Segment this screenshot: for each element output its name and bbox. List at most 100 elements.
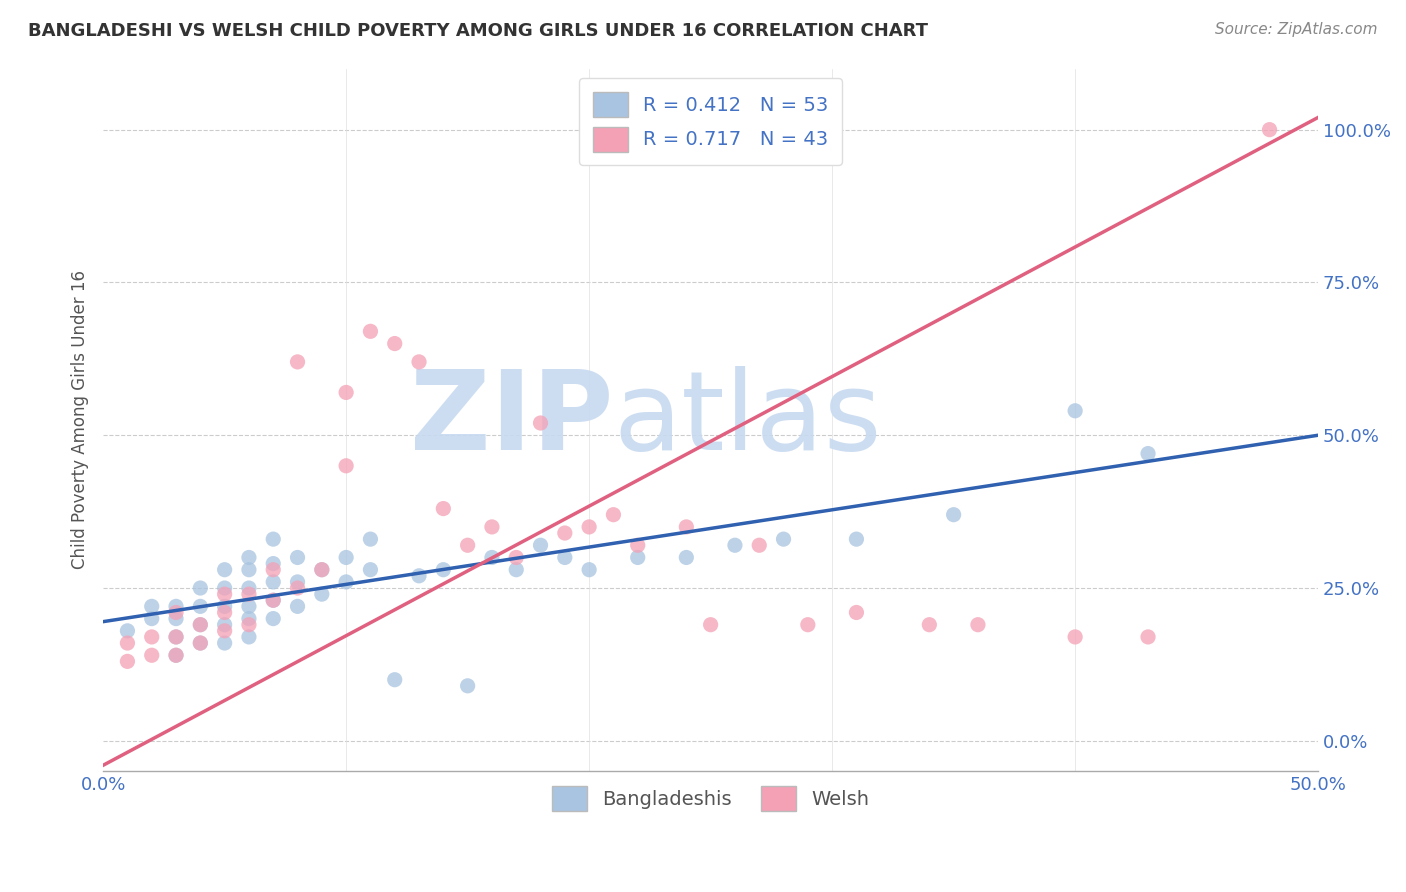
Point [675, 520, 697, 534]
Point [117, 624, 139, 638]
Point [238, 581, 260, 595]
Point [311, 563, 333, 577]
Point [942, 508, 965, 522]
Point [918, 617, 941, 632]
Point [335, 550, 357, 565]
Point [1064, 404, 1087, 418]
Point [967, 617, 990, 632]
Point [117, 636, 139, 650]
Point [141, 630, 163, 644]
Point [797, 617, 820, 632]
Point [335, 385, 357, 400]
Point [457, 538, 479, 552]
Point [1137, 630, 1160, 644]
Y-axis label: Child Poverty Among Girls Under 16: Child Poverty Among Girls Under 16 [72, 270, 89, 569]
Point [188, 636, 211, 650]
Point [287, 355, 309, 369]
Point [699, 617, 721, 632]
Point [262, 611, 284, 625]
Point [408, 355, 430, 369]
Point [188, 599, 211, 614]
Point [481, 550, 503, 565]
Point [238, 617, 260, 632]
Point [311, 587, 333, 601]
Point [287, 550, 309, 565]
Point [748, 538, 770, 552]
Point [384, 336, 406, 351]
Point [165, 599, 187, 614]
Point [359, 563, 381, 577]
Point [1258, 122, 1281, 136]
Point [214, 617, 236, 632]
Point [238, 587, 260, 601]
Point [214, 599, 236, 614]
Point [602, 508, 624, 522]
Point [214, 636, 236, 650]
Point [141, 611, 163, 625]
Point [262, 593, 284, 607]
Point [165, 611, 187, 625]
Point [359, 324, 381, 338]
Text: atlas: atlas [613, 367, 882, 474]
Point [845, 532, 868, 546]
Point [505, 550, 527, 565]
Point [238, 611, 260, 625]
Point [117, 654, 139, 668]
Point [408, 569, 430, 583]
Point [165, 630, 187, 644]
Point [287, 574, 309, 589]
Point [505, 563, 527, 577]
Text: BANGLADESHI VS WELSH CHILD POVERTY AMONG GIRLS UNDER 16 CORRELATION CHART: BANGLADESHI VS WELSH CHILD POVERTY AMONG… [28, 22, 928, 40]
Point [311, 563, 333, 577]
Point [165, 630, 187, 644]
Point [188, 581, 211, 595]
Point [214, 606, 236, 620]
Point [457, 679, 479, 693]
Point [529, 538, 551, 552]
Point [188, 617, 211, 632]
Point [1137, 446, 1160, 460]
Point [188, 617, 211, 632]
Point [287, 599, 309, 614]
Point [481, 520, 503, 534]
Point [262, 557, 284, 571]
Text: Source: ZipAtlas.com: Source: ZipAtlas.com [1215, 22, 1378, 37]
Point [384, 673, 406, 687]
Point [287, 581, 309, 595]
Point [165, 606, 187, 620]
Point [238, 599, 260, 614]
Text: ZIP: ZIP [411, 367, 613, 474]
Point [554, 526, 576, 541]
Point [627, 538, 650, 552]
Point [214, 581, 236, 595]
Point [675, 550, 697, 565]
Point [165, 648, 187, 663]
Point [845, 606, 868, 620]
Point [724, 538, 747, 552]
Point [165, 648, 187, 663]
Point [529, 416, 551, 430]
Point [214, 624, 236, 638]
Point [335, 458, 357, 473]
Point [432, 563, 454, 577]
Point [578, 520, 600, 534]
Point [772, 532, 794, 546]
Point [262, 563, 284, 577]
Point [262, 593, 284, 607]
Point [141, 648, 163, 663]
Point [262, 574, 284, 589]
Point [262, 532, 284, 546]
Point [627, 550, 650, 565]
Point [238, 550, 260, 565]
Point [1064, 630, 1087, 644]
Point [141, 599, 163, 614]
Point [359, 532, 381, 546]
Point [335, 574, 357, 589]
Point [238, 563, 260, 577]
Point [214, 587, 236, 601]
Point [188, 636, 211, 650]
Legend: Bangladeshis, Welsh: Bangladeshis, Welsh [538, 772, 883, 825]
Point [238, 630, 260, 644]
Point [554, 550, 576, 565]
Point [214, 563, 236, 577]
